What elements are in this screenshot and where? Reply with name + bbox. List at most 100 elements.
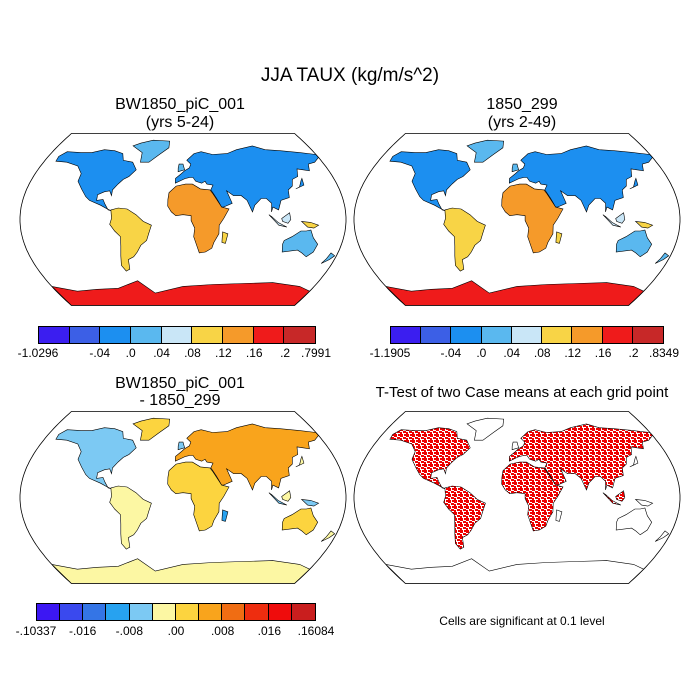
continent-shape — [443, 485, 486, 550]
colorbar-swatch — [60, 604, 84, 620]
colorbar-swatch — [391, 327, 422, 343]
colorbar-swatch — [268, 604, 292, 620]
continent-shape — [511, 441, 519, 451]
colorbar-swatch — [192, 327, 223, 343]
continent-shape — [615, 212, 626, 224]
colorbar-tick-label: .16 — [245, 346, 263, 360]
colorbar-tick-label: -.10337 — [15, 624, 57, 638]
colorbar-tick-label: .8349 — [648, 346, 680, 360]
continent-shape — [501, 183, 564, 254]
colorbar-tick-label: .2 — [280, 346, 291, 360]
map-panel-difference — [19, 411, 347, 584]
continent-shape — [389, 427, 471, 490]
continent-shape — [281, 229, 319, 258]
continent-shape — [320, 252, 336, 264]
continent-shape — [615, 229, 653, 258]
colorbar-tick-label: -.008 — [115, 624, 144, 638]
colorbar-tick-label: .16 — [594, 346, 612, 360]
panel1-subtitle: (yrs 5-24) — [145, 114, 215, 131]
continent-shape — [384, 280, 645, 306]
continent-shape — [132, 139, 171, 163]
colorbar-swatch — [245, 604, 269, 620]
map-panel-ttest — [353, 411, 681, 584]
continent-shape — [634, 221, 654, 229]
map-land-group — [50, 417, 336, 584]
colorbar-swatch — [130, 327, 162, 343]
colorbar-swatch — [83, 604, 107, 620]
continent-shape — [295, 177, 305, 190]
colorbar-swatch — [511, 327, 543, 343]
colorbar-swatch — [129, 604, 153, 620]
panel1-title: BW1850_piC_001 — [115, 96, 245, 113]
continent-shape — [281, 490, 292, 502]
continent-shape — [443, 207, 486, 272]
colorbar-tick-label: .0 — [476, 346, 487, 360]
colorbar-swatch — [37, 604, 61, 620]
colorbar-tick-label: .04 — [153, 346, 170, 360]
continent-shape — [174, 145, 319, 213]
colorbar-swatch — [222, 327, 254, 343]
map-border — [19, 411, 347, 584]
colorbar-tick-label: .008 — [210, 624, 235, 638]
continent-shape — [615, 490, 626, 502]
colorbar-swatch — [542, 327, 573, 343]
colorbar-case1 — [38, 326, 316, 344]
colorbar-tick-label: -1.1905 — [369, 346, 411, 360]
colorbar-swatch — [253, 327, 285, 343]
continent-shape — [50, 558, 311, 584]
colorbar-swatch — [602, 327, 633, 343]
continent-shape — [501, 461, 564, 532]
colorbar-swatch — [421, 327, 452, 343]
continent-shape — [602, 492, 622, 506]
colorbar-tick-label: .04 — [503, 346, 521, 360]
continent-shape — [268, 214, 288, 228]
map-panel-case1 — [19, 133, 347, 306]
continent-shape — [511, 163, 519, 173]
colorbar-tick-label: .12 — [214, 346, 232, 360]
colorbar-tick-label: .7991 — [300, 346, 332, 360]
colorbar-tick-label: .016 — [257, 624, 282, 638]
significance-note: Cells are significant at 0.1 level — [439, 614, 605, 628]
colorbar-swatch — [175, 604, 200, 620]
colorbar-tick-label: -.04 — [89, 346, 111, 360]
continent-shape — [221, 231, 229, 244]
colorbar-swatch — [291, 604, 315, 620]
continent-shape — [132, 417, 171, 441]
colorbar-tick-label: .00 — [167, 624, 185, 638]
colorbar-case2 — [390, 326, 664, 344]
continent-shape — [177, 441, 185, 451]
continent-shape — [109, 485, 152, 550]
continent-shape — [615, 507, 653, 536]
colorbar-swatch — [152, 604, 176, 620]
continent-shape — [654, 530, 670, 542]
continent-shape — [602, 214, 622, 228]
map-border — [19, 133, 347, 306]
map-land-group — [384, 139, 670, 306]
colorbar-swatch — [161, 327, 193, 343]
continent-shape — [466, 139, 505, 163]
continent-shape — [281, 212, 292, 224]
colorbar-tick-label: -1.0296 — [17, 346, 59, 360]
map-land-group — [384, 417, 670, 584]
colorbar-difference — [36, 603, 316, 621]
colorbar-tick-label: .08 — [533, 346, 551, 360]
continent-shape — [221, 509, 229, 522]
colorbar-swatch — [632, 327, 663, 343]
colorbar-tick-label: .2 — [628, 346, 639, 360]
continent-shape — [300, 221, 320, 229]
panel3-subtitle: - 1850_299 — [139, 392, 221, 409]
continent-shape — [300, 499, 320, 507]
colorbar-swatch — [100, 327, 131, 343]
continent-shape — [320, 530, 336, 542]
continent-shape — [268, 492, 288, 506]
continent-shape — [174, 423, 319, 491]
colorbar-swatch — [451, 327, 482, 343]
colorbar-tick-label: .0 — [125, 346, 136, 360]
colorbar-swatch — [572, 327, 603, 343]
continent-shape — [55, 427, 137, 490]
continent-shape — [466, 417, 505, 441]
continent-shape — [295, 455, 305, 468]
colorbar-swatch — [69, 327, 101, 343]
continent-shape — [281, 507, 319, 536]
colorbar-swatch — [199, 604, 223, 620]
